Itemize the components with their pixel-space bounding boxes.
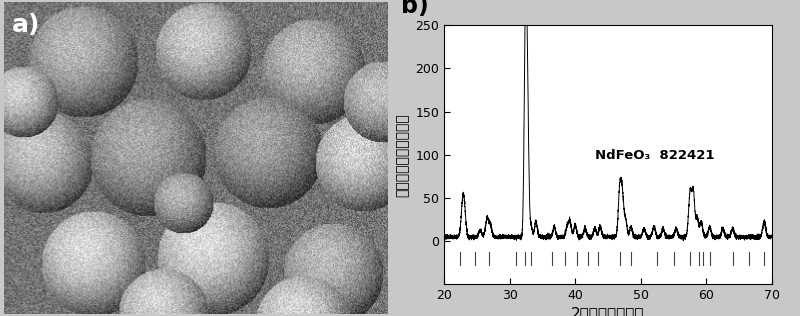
Text: a): a) bbox=[12, 13, 40, 37]
Y-axis label: 衍射强度（任意单位）: 衍射强度（任意单位） bbox=[396, 113, 410, 197]
Text: b): b) bbox=[402, 0, 429, 17]
Text: NdFeO₃  822421: NdFeO₃ 822421 bbox=[595, 149, 714, 162]
X-axis label: 2倍衍射角（度）: 2倍衍射角（度） bbox=[571, 307, 645, 316]
